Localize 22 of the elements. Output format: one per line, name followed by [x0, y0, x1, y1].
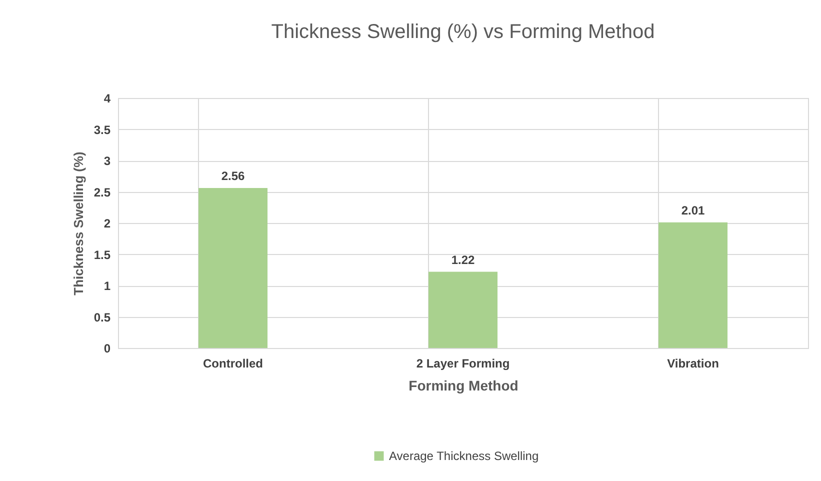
bar [428, 272, 498, 348]
x-tick-label: Vibration [667, 356, 719, 370]
x-tick-label: 2 Layer Forming [416, 356, 510, 370]
chart-title: Thickness Swelling (%) vs Forming Method [271, 21, 655, 43]
y-tick-label: 3 [104, 154, 111, 168]
data-label: 1.22 [451, 252, 475, 267]
bar [198, 188, 268, 348]
y-tick-label: 2 [104, 216, 111, 230]
data-label: 2.56 [221, 169, 245, 183]
y-tick-label: 0 [104, 342, 111, 356]
legend-label: Average Thickness Swelling [389, 449, 539, 463]
y-tick-label: 1 [104, 279, 111, 293]
y-axis-title: Thickness Swelling (%) [70, 152, 86, 296]
x-axis-title: Forming Method [408, 378, 518, 394]
x-tick-label: Controlled [203, 356, 263, 370]
data-label: 2.01 [681, 203, 705, 218]
bar [658, 222, 728, 348]
y-tick-label: 4 [104, 92, 111, 106]
y-tick-label: 2.5 [94, 185, 111, 200]
y-tick-label: 1.5 [94, 248, 111, 262]
y-tick-label: 3.5 [94, 122, 111, 137]
y-tick-label: 0.5 [94, 310, 111, 324]
